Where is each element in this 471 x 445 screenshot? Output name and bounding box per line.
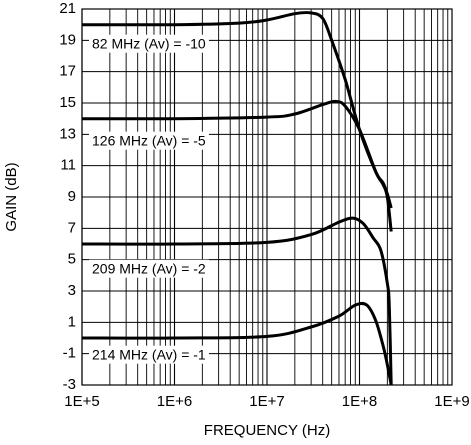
x-tick-label: 1E+9 — [434, 393, 469, 410]
curve-label-3: 209 MHz (Av) = -2 — [89, 259, 209, 278]
curve-label-text: 82 MHz (Av) = -10 — [92, 36, 206, 52]
plot-frame — [81, 8, 453, 386]
x-tick-label: 1E+7 — [249, 393, 284, 410]
y-axis-title: GAIN (dB) — [3, 162, 20, 231]
y-tick-label: 17 — [59, 63, 76, 80]
curve-label-4: 214 MHz (Av) = -1 — [89, 345, 209, 364]
y-tick-label: -3 — [63, 376, 76, 393]
y-tick-label: 21 — [59, 0, 76, 17]
curve-label-2: 126 MHz (Av) = -5 — [89, 131, 209, 150]
y-tick-label: 11 — [60, 157, 76, 174]
grid — [81, 8, 452, 386]
series-line-2 — [81, 99, 393, 232]
series-line-3 — [81, 216, 393, 386]
y-tick-label: 7 — [68, 219, 76, 236]
curve-labels: 82 MHz (Av) = -10 126 MHz (Av) = -5 209 MH… — [89, 34, 209, 364]
x-tick-label: 1E+8 — [342, 393, 377, 410]
y-tick-label: -1 — [63, 345, 76, 362]
x-tick-labels: 1E+5 1E+6 1E+7 1E+8 1E+9 — [64, 393, 469, 410]
curve-label-bg — [89, 259, 209, 278]
y-tick-labels: 21 19 17 15 13 11 9 7 5 3 1 -1 -3 — [59, 0, 76, 393]
x-axis-title: FREQUENCY (Hz) — [204, 422, 330, 439]
curve-label-text: 209 MHz (Av) = -2 — [92, 261, 206, 277]
y-tick-label: 15 — [59, 94, 76, 111]
curve-label-bg — [89, 131, 209, 150]
curve-label-text: 214 MHz (Av) = -1 — [92, 347, 206, 363]
x-tick-label: 1E+5 — [64, 393, 99, 410]
curve-label-bg — [89, 34, 209, 53]
y-tick-label: 5 — [68, 251, 76, 268]
y-tick-label: 13 — [59, 125, 76, 142]
x-tick-label: 1E+6 — [157, 393, 192, 410]
y-tick-label: 19 — [59, 31, 76, 48]
curve-label-bg — [89, 345, 209, 364]
curves — [81, 10, 393, 386]
y-tick-label: 9 — [68, 188, 76, 205]
y-tick-label: 1 — [68, 313, 76, 330]
series-line-4 — [81, 301, 393, 386]
curve-label-1: 82 MHz (Av) = -10 — [89, 34, 209, 53]
curve-label-text: 126 MHz (Av) = -5 — [92, 133, 206, 149]
y-tick-label: 3 — [68, 282, 76, 299]
